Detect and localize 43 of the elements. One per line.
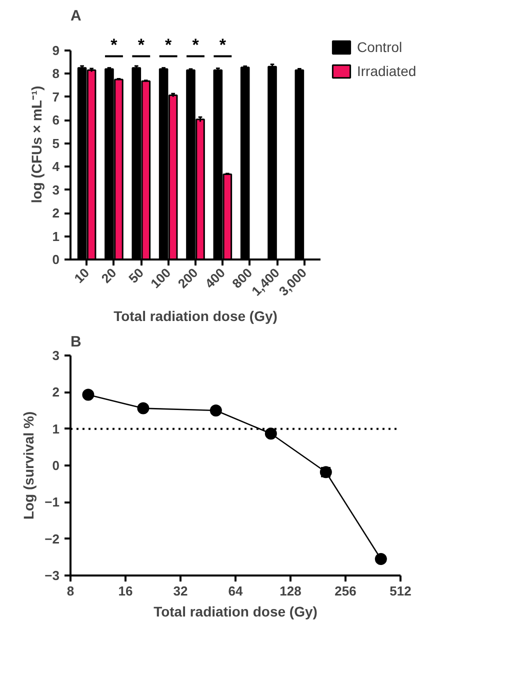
x-axis-title: Total radiation dose (Gy) [154,604,318,620]
y-tick-label: 0 [52,252,60,267]
chart-title: A [70,8,82,24]
y-tick-label: −2 [44,531,60,546]
y-tick-label: 2 [52,206,60,221]
annotation: * [219,35,226,54]
x-axis-title: Total radiation dose (Gy) [114,308,278,324]
x-tick-label: 32 [173,584,188,598]
y-tick-label: 6 [52,112,60,128]
y-tick-label: 7 [52,89,60,104]
y-tick-label: −1 [44,494,60,510]
x-tick-label: 20 [98,265,120,286]
y-tick-label: 8 [52,66,60,82]
chart-title: B [70,334,82,350]
y-tick-label: 4 [52,159,60,174]
x-tick-label: 512 [390,584,412,598]
x-tick-label: 256 [334,584,356,598]
y-tick-label: 3 [52,182,60,198]
x-tick-label: 128 [280,584,302,598]
y-axis-title: log (CFUs × mL⁻¹) [28,86,44,204]
x-tick-label: 100 [148,265,174,292]
x-tick-label: 10 [71,265,92,286]
x-tick-label: 400 [202,265,228,292]
annotation: * [192,35,200,54]
x-tick-label: 64 [228,584,244,598]
annotation: * [138,35,145,54]
y-tick-label: 1 [52,228,60,244]
y-tick-label: 3 [52,348,60,363]
y-tick-label: 9 [52,42,60,58]
annotation: * [165,35,172,54]
annotation: * [110,35,118,54]
x-tick-label: 8 [66,584,74,598]
y-tick-label: 2 [52,384,60,400]
legend-label: Irradiated [357,63,416,79]
legend-label: Control [357,39,402,55]
y-tick-label: 0 [52,458,60,473]
y-tick-label: 5 [52,136,60,151]
y-tick-label: −3 [44,568,60,583]
y-tick-label: 1 [52,421,60,436]
x-tick-label: 50 [126,265,146,286]
y-axis-title: Log (survival %) [20,411,37,520]
x-tick-label: 16 [118,584,133,598]
x-tick-label: 200 [174,265,201,292]
